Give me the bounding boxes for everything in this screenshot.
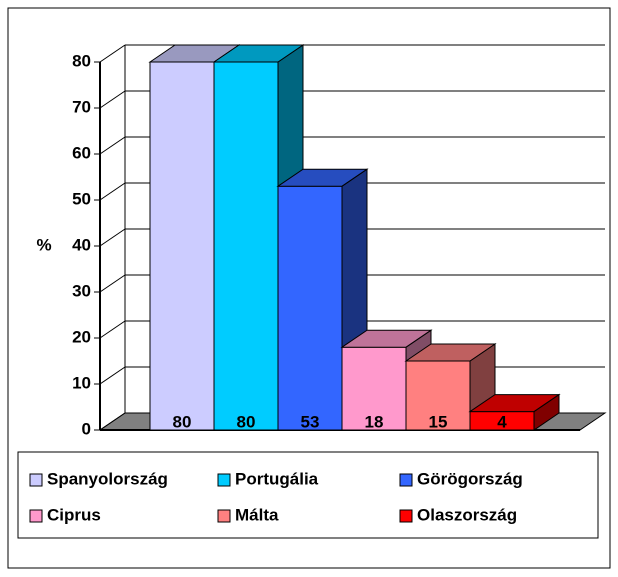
legend-swatch: [217, 473, 231, 487]
legend-swatch: [399, 473, 413, 487]
legend-label: Ciprus: [47, 505, 101, 524]
y-tick-label: 60: [72, 143, 91, 162]
grid-line-side: [99, 90, 126, 109]
data-label: 4: [497, 412, 507, 431]
bar-top: [212, 44, 305, 63]
data-label: 15: [429, 412, 448, 431]
grid-line-side: [99, 136, 126, 155]
legend-box: [17, 451, 599, 539]
grid-line-side: [99, 412, 126, 431]
legend-swatch: [29, 473, 43, 487]
grid-line-side: [99, 366, 126, 385]
y-tick-label: 20: [72, 327, 91, 346]
bar: [341, 346, 407, 431]
y-tick-label: 40: [72, 235, 91, 254]
grid-line-side: [99, 44, 126, 63]
legend-label: Görögország: [417, 469, 523, 488]
y-tick-label: 0: [82, 419, 91, 438]
y-tick-label: 50: [72, 189, 91, 208]
grid-line-side: [99, 182, 126, 201]
legend-swatch: [29, 509, 43, 523]
bar-top: [468, 394, 561, 413]
bar-top: [276, 168, 369, 187]
data-label: 80: [173, 412, 192, 431]
grid-line-side: [99, 228, 126, 247]
legend-label: Portugália: [235, 469, 319, 488]
legend-label: Olaszország: [417, 505, 517, 524]
grid-line-side: [99, 320, 126, 339]
bar-top: [404, 343, 497, 362]
legend-swatch: [217, 509, 231, 523]
bar: [277, 185, 343, 431]
data-label: 18: [365, 412, 384, 431]
legend-label: Spanyolország: [47, 469, 168, 488]
y-tick-label: 10: [72, 373, 91, 392]
y-tick-label: 80: [72, 51, 91, 70]
y-axis-label: %: [36, 235, 51, 254]
bar: [213, 61, 279, 431]
grid-line-side: [99, 274, 126, 293]
bar: [149, 61, 215, 431]
data-label: 53: [301, 412, 320, 431]
legend-label: Málta: [235, 505, 279, 524]
bar: [405, 360, 471, 431]
y-tick-label: 70: [72, 97, 91, 116]
data-label: 80: [237, 412, 256, 431]
bar-top: [340, 329, 433, 348]
y-tick-label: 30: [72, 281, 91, 300]
legend-swatch: [399, 509, 413, 523]
